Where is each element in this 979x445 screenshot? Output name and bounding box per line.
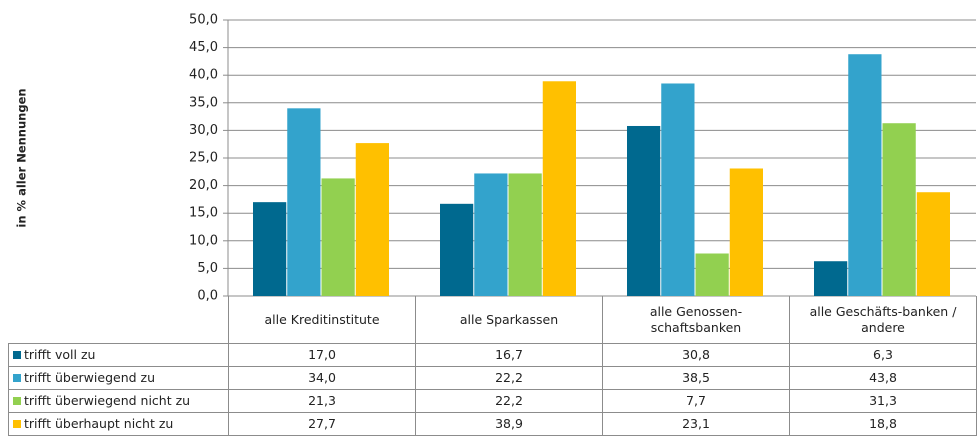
category-label: alle Geschäfts-banken / andere — [789, 296, 977, 344]
bar — [882, 123, 916, 296]
value-label: 6,3 — [789, 343, 977, 367]
bar — [440, 203, 474, 296]
y-tick-label: 45,0 — [189, 40, 218, 55]
legend-label: trifft überwiegend zu — [24, 370, 156, 386]
value-label: 30,8 — [602, 343, 790, 367]
legend-key — [13, 374, 21, 382]
legend-entry: trifft überhaupt nicht zu — [8, 412, 229, 436]
y-axis-label: in % aller Nennungen — [15, 88, 29, 227]
bar — [848, 54, 882, 296]
value-label: 7,7 — [602, 389, 790, 413]
bar — [287, 108, 321, 296]
bar — [695, 253, 729, 296]
bar — [508, 173, 542, 296]
category-label: alle Genossen-schaftsbanken — [602, 296, 790, 344]
bar — [729, 168, 763, 296]
value-label: 38,9 — [415, 412, 603, 436]
value-label: 27,7 — [228, 412, 416, 436]
value-label: 31,3 — [789, 389, 977, 413]
value-label: 34,0 — [228, 366, 416, 390]
y-tick-label: 50,0 — [189, 13, 218, 28]
value-label: 17,0 — [228, 343, 416, 367]
bar — [627, 125, 661, 296]
y-tick-label: 15,0 — [189, 206, 218, 221]
value-label: 38,5 — [602, 366, 790, 390]
value-label: 23,1 — [602, 412, 790, 436]
y-tick-label: 25,0 — [189, 151, 218, 166]
y-tick-label: 30,0 — [189, 123, 218, 138]
y-tick-label: 35,0 — [189, 95, 218, 110]
bar — [814, 261, 848, 296]
y-tick-label: 10,0 — [189, 233, 218, 248]
legend-entry: trifft überwiegend nicht zu — [8, 389, 229, 413]
legend-label: trifft überhaupt nicht zu — [24, 416, 174, 432]
value-label: 21,3 — [228, 389, 416, 413]
value-label: 18,8 — [789, 412, 977, 436]
value-label: 22,2 — [415, 366, 603, 390]
value-label: 22,2 — [415, 389, 603, 413]
y-tick-label: 20,0 — [189, 178, 218, 193]
legend-label: trifft überwiegend nicht zu — [24, 393, 191, 409]
legend-entry: trifft voll zu — [8, 343, 229, 367]
y-tick-label: 0,0 — [197, 289, 218, 304]
value-label: 16,7 — [415, 343, 603, 367]
legend-entry: trifft überwiegend zu — [8, 366, 229, 390]
bar — [542, 81, 576, 296]
legend-label: trifft voll zu — [24, 347, 96, 363]
value-label: 43,8 — [789, 366, 977, 390]
y-tick-label: 40,0 — [189, 68, 218, 83]
bar — [253, 202, 287, 296]
bar — [661, 83, 695, 296]
y-tick-label: 5,0 — [197, 261, 218, 276]
bar — [474, 173, 508, 296]
bar — [916, 192, 950, 296]
legend-key — [13, 351, 21, 359]
category-label: alle Kreditinstitute — [228, 296, 416, 344]
legend-key — [13, 420, 21, 428]
bar — [355, 143, 389, 296]
bar — [321, 178, 355, 296]
legend-key — [13, 397, 21, 405]
category-label: alle Sparkassen — [415, 296, 603, 344]
